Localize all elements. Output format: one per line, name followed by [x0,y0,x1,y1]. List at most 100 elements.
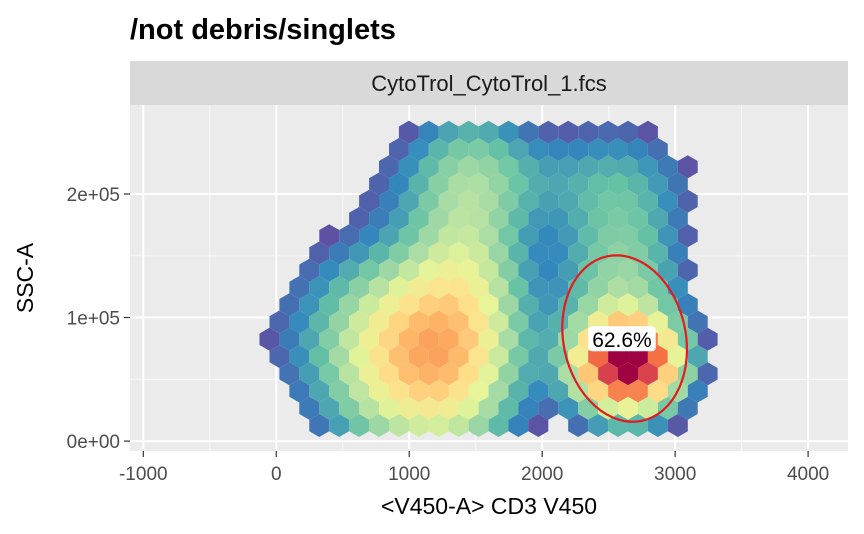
hexbin-cell [488,379,509,403]
hexbin-cell [299,258,320,282]
hexbin-cell [528,241,549,265]
hexbin-cell [598,120,618,144]
hexbin-cell [618,155,638,179]
hexbin-cell [647,207,668,230]
hexbin-cell [568,241,589,265]
hexbin-cell [398,258,419,282]
hexbin-cell [299,396,320,420]
hexbin-cell [468,138,489,161]
hexbin-cell [458,155,479,179]
hexbin-cell [568,310,589,334]
hexbin-cell [448,172,469,196]
hexbin-cell [608,207,628,230]
hexbin-cell [528,379,549,403]
hexbin-cell [618,120,638,144]
hexbin-cell [638,189,658,213]
hexbin-cell [548,276,569,299]
hexbin-cell [389,379,409,403]
x-tick-label: -1000 [119,464,168,485]
chart-title: /not debris/singlets [130,14,396,46]
hexbin-cell [647,276,668,299]
facet-strip [130,61,848,105]
hexbin-cell [468,414,489,437]
hexbin-cell [359,258,379,282]
hexbin-cell [518,189,539,213]
hexbin-cell [687,345,708,368]
hexbin-cell [289,345,310,368]
hexbin-cell [379,155,399,179]
y-tick-label: 2e+05 [67,185,120,206]
hexbin-cell [548,172,569,196]
hexbin-cell [667,207,688,230]
hexbin-cell [289,310,310,334]
hexbin-cell [548,345,569,368]
hexbin-cell [349,207,370,230]
hexbin-cell [498,327,519,351]
hexbin-cell [518,396,539,420]
hexbin-cell [438,293,459,317]
hexbin-cell [657,362,678,386]
hexbin-cell [568,207,589,230]
hexbin-cell [498,120,519,144]
x-axis: -1000 0 1000 2000 3000 4000 [119,451,829,485]
hexbin-cell [428,138,449,161]
hexbin-cell [528,345,549,368]
hexbin-cell [359,362,379,386]
hexbin-cell [628,207,648,230]
hexbin-cell [677,396,698,420]
hexbin-cell [428,345,449,368]
hexbin-cell [538,293,559,317]
y-axis-title: SSC-A [12,242,38,313]
hexbin-cell [428,276,449,299]
hexbin-cell [638,396,658,420]
hexbin-cell [408,172,429,196]
hexbin-cell [488,207,509,230]
hexbin-cell [598,293,618,317]
hexbin-cell [438,155,459,179]
hexbin-cell [448,207,469,230]
hexbin-cell [568,379,589,403]
hexbin-cell [558,396,579,420]
hexbin-cell [369,172,389,196]
hexbin-cell [657,293,678,317]
hexbin-cell [418,120,439,144]
hexbin-cell [408,276,429,299]
hexbin-cell [339,396,360,420]
hexbin-cell [428,172,449,196]
hexbin-cell [398,120,419,144]
hexbin-cell [398,189,419,213]
hexbin-cell [418,362,439,386]
hexbin-cell [518,293,539,317]
hexbin-cell [369,414,389,437]
hexbin-cell [428,241,449,265]
hexbin-cell [458,362,479,386]
hexbin-cell [677,258,698,282]
hexbin-cell [408,414,429,437]
hexbin-cell [349,345,370,368]
hexbin-cell [528,414,549,437]
hexbin-cell [319,362,340,386]
hexbin-cell [339,293,360,317]
hexbin-cell [558,258,579,282]
hexbin-cell [309,241,330,265]
hexbin-cell [478,189,499,213]
hexbin-cell [359,189,379,213]
hexbin-cell [498,155,519,179]
hexbin-cell [667,414,688,437]
hexbin-cell [518,155,539,179]
x-tick-label: 0 [271,464,282,485]
hexbin-cell [508,414,529,437]
hexbin-cell [458,396,479,420]
hexbin-cell [468,310,489,334]
hexbin-cell [528,172,549,196]
hexbin-cell [657,258,678,282]
hexbin-cell [359,224,379,248]
hexbin-cell [478,224,499,248]
gate-percentage-label: 62.6% [592,329,652,352]
y-tick-label: 0e+00 [67,432,120,453]
hexbin-cell [498,189,519,213]
hexbin-cell [677,327,698,351]
hexbin-cell [508,345,529,368]
hexbin-cell [398,327,419,351]
